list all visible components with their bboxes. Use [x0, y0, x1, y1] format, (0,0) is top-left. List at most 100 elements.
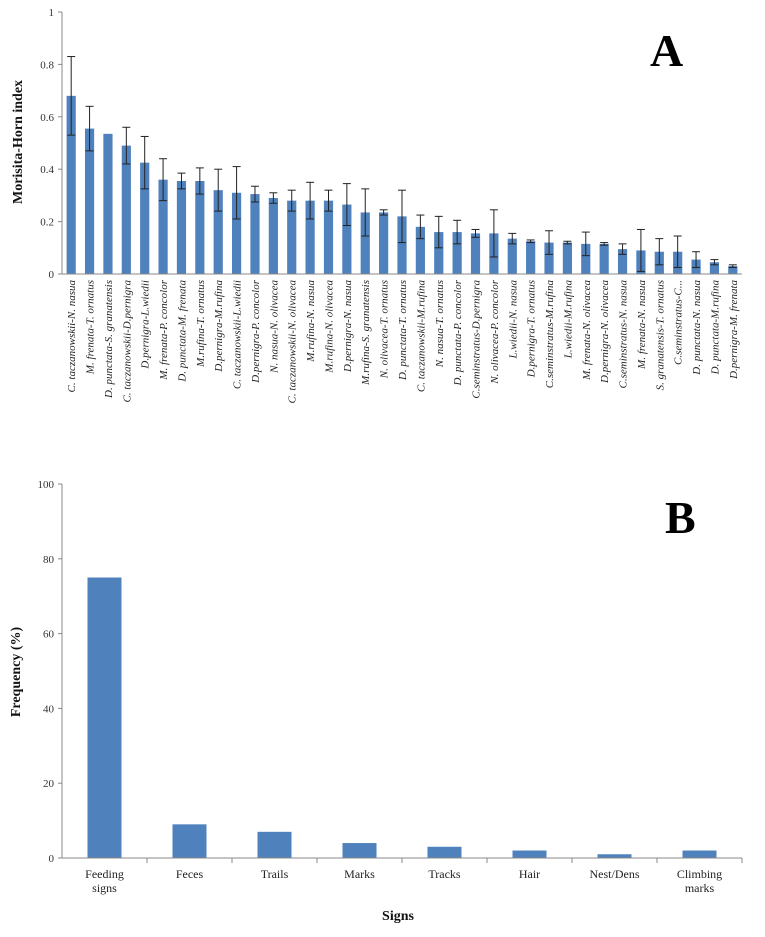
y-tick-label-a: 0 — [49, 269, 55, 281]
error-bar-a — [67, 56, 76, 136]
bar-a — [415, 226, 425, 274]
error-bar-a — [177, 172, 186, 190]
error-bar-a — [581, 231, 590, 257]
x-tick-label-a: M. frenata-P. concolor — [158, 279, 170, 380]
x-tick-label-a: N. nasua-N. olivacea — [268, 280, 280, 374]
bar-a — [232, 192, 242, 274]
x-tick-label-a: C.seminstratus-M.rufina — [544, 280, 556, 389]
y-tick-label-b: 20 — [43, 778, 55, 790]
error-bar-a — [563, 240, 572, 245]
bar-a — [103, 133, 113, 274]
bar-a — [617, 249, 628, 274]
bar-a — [709, 262, 720, 274]
x-tick-label-a: D.pernigra-M. frenata — [728, 280, 740, 380]
error-bar-a — [398, 189, 406, 244]
bar-b — [682, 850, 717, 858]
x-tick-label-a: N. olivacea-P. concolor — [489, 279, 501, 384]
x-tick-label-a: C. taczanowskii-M.rufina — [415, 280, 427, 393]
bar-b — [512, 850, 547, 858]
y-ticks-a: 0 0.2 0.4 0.6 0.8 1 — [40, 7, 62, 281]
x-tick-label-b: Nest/Dens — [590, 867, 640, 881]
x-tick-label-a: M.rufina-T. ornatus — [195, 280, 207, 368]
error-bar-a — [692, 251, 701, 268]
x-tick-label-a: N. olivacea-T. ornatus — [379, 280, 391, 379]
y-ticks-b: 0 20 40 60 80 100 — [38, 479, 62, 865]
x-tick-label-a: D. punctata-S. granatensis — [103, 280, 115, 399]
bars-b — [87, 577, 743, 863]
x-tick-label-b: Climbing marks — [677, 867, 722, 895]
x-tick-label-a: D. punctata-T. ornatus — [397, 280, 409, 381]
bar-b — [342, 843, 377, 858]
y-axis-label-a: Morisita-Horn index — [11, 80, 26, 204]
x-tick-label-a: D.pernigra-P. concolor — [250, 279, 262, 383]
x-tick-label-b: Feeding signs — [85, 867, 124, 895]
error-bar-a — [214, 168, 223, 212]
error-bar-a — [618, 243, 627, 255]
error-bar-a — [508, 232, 517, 245]
y-tick-label-b: 80 — [43, 554, 55, 566]
x-tick-label-a: M. frenata-T. ornatus — [85, 280, 97, 375]
error-bar-a — [195, 167, 204, 195]
x-tick-label-a: D. punctata-P. concolor — [452, 279, 464, 386]
bar-a — [544, 242, 554, 274]
chart-a: A Morisita-Horn index 0 0.2 0.4 0.6 0.8 1 C. … — [11, 7, 742, 403]
y-tick-label-b: 100 — [38, 479, 55, 491]
bar-a — [84, 128, 95, 274]
error-bars-a — [67, 56, 737, 272]
panel-label-a: A — [650, 25, 683, 76]
bar-a — [397, 216, 407, 274]
x-tick-label-a: L.wiedii-M.rufina — [562, 280, 574, 360]
x-axis-label-b: Signs — [382, 909, 414, 924]
error-bar-a — [85, 105, 94, 152]
bar-a — [176, 180, 187, 274]
bar-a — [213, 190, 223, 274]
error-bar-a — [287, 189, 296, 212]
error-bar-a — [453, 219, 462, 245]
x-tick-label-a: S. granatensis-T. ornatus — [654, 280, 666, 390]
bar-a — [562, 242, 572, 274]
panel-label-b: B — [665, 492, 696, 543]
x-tick-label-a: D.pernigra-N. nasua — [342, 280, 354, 373]
error-bar-a — [728, 264, 737, 268]
bar-b — [257, 831, 292, 858]
x-tick-label-a: C. taczanowskii-D.pernigra — [121, 280, 133, 403]
y-tick-label-a: 0.6 — [40, 112, 54, 124]
error-bar-a — [159, 158, 168, 202]
error-bar-a — [122, 126, 131, 165]
y-tick-label-b: 60 — [43, 629, 55, 641]
bar-a — [250, 194, 260, 274]
error-bar-a — [710, 259, 719, 266]
error-bar-a — [471, 228, 480, 238]
error-bar-a — [232, 166, 241, 220]
error-bar-a — [526, 239, 535, 244]
bar-a — [599, 243, 609, 274]
x-tick-label-a: C. taczanowskii-L.wiedii — [232, 280, 244, 389]
bar-a — [305, 200, 315, 274]
y-tick-label-a: 0.4 — [40, 164, 54, 176]
bar-a — [526, 241, 536, 274]
x-tick-label-b: Hair — [519, 867, 540, 881]
error-bar-a — [269, 192, 278, 204]
error-bar-a — [379, 209, 388, 216]
error-bar-a — [140, 135, 149, 190]
x-tick-label-a: C.seminstratus-C... — [673, 280, 685, 365]
error-bar-a — [324, 189, 333, 212]
bar-a — [268, 198, 278, 274]
x-tick-label-a: D.pernigra-T. ornatus — [526, 280, 538, 378]
bar-a — [158, 179, 168, 274]
x-tick-label-a: D.pernigra-L.wiedii — [140, 280, 152, 370]
x-tick-labels-b: Feeding signs Feces Trails Marks Tracks Hair Ne… — [85, 867, 722, 895]
bar-a — [66, 95, 76, 274]
x-tick-label-a: M. frenata-N. olivacea — [581, 280, 593, 381]
y-tick-label-b: 40 — [43, 703, 55, 715]
bar-a — [287, 200, 297, 274]
bar-a — [360, 212, 370, 274]
bar-a — [581, 243, 591, 274]
bar-a — [140, 162, 150, 274]
y-tick-label-b: 0 — [49, 853, 55, 865]
x-tick-label-b: Feces — [176, 867, 204, 881]
x-tick-label-a: C.seminstratus-N. nasua — [618, 280, 630, 389]
bar-a — [121, 145, 131, 274]
bar-a — [470, 233, 481, 274]
